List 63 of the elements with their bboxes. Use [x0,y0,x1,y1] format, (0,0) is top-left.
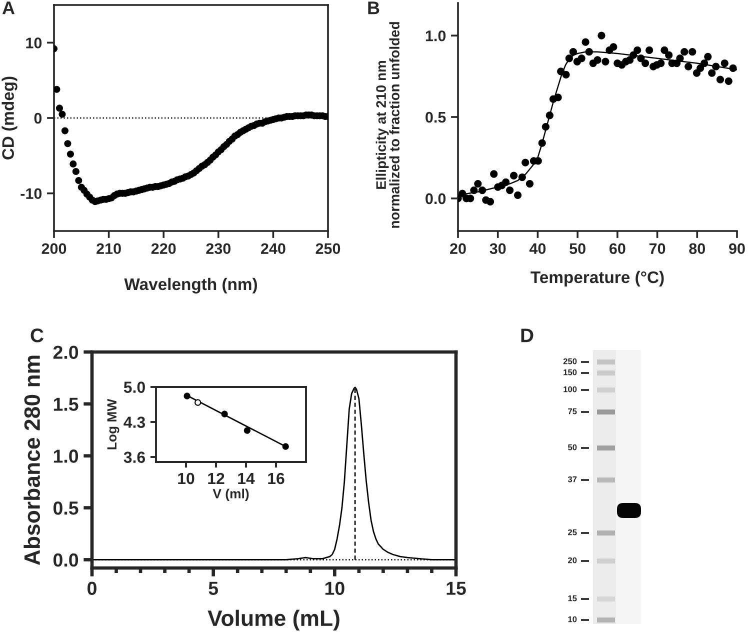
x-tick-label: 220 [151,243,176,254]
x-tick-label: 40 [529,243,546,254]
x-tick-label: 0 [88,582,96,595]
text: 50 [568,444,577,450]
x-tick-label: 15 [446,582,466,595]
x-tick-label: 70 [649,243,666,254]
y-axis-title: Ellipticity at 210 nm normalized to fraction unfolded [376,22,400,228]
y-tick-label: 0 [34,112,42,124]
text: 20 [568,557,577,564]
y-axis-title: Log MW [107,398,120,450]
x-tick-label: 250 [316,243,340,254]
point [194,399,202,406]
x-tick-label: 10 [178,472,194,484]
x-axis-title: Temperature (°C) [530,270,664,286]
y-axis-title: CD (mdeg) [2,76,18,160]
x-tick-label: 230 [206,243,231,254]
x-tick-label: 12 [208,472,224,484]
text: 75 [568,408,577,414]
text: 37 [568,476,577,482]
chart-title: A [2,2,15,14]
x-tick-label: 80 [689,243,706,254]
x-tick-label: 90 [729,243,745,254]
text: D [521,328,534,342]
x-axis-title: Volume (mL) [208,610,340,630]
text: 15 [568,595,577,602]
y-tick-label: -10 [20,188,42,200]
x-tick-label: 60 [609,243,626,254]
text: 250 [563,358,577,364]
y-tick-label: 1.5 [54,398,78,411]
x-tick-label: 200 [42,243,66,254]
y-tick-label: 1.0 [426,30,446,42]
point [282,443,289,450]
point [221,410,228,418]
x-tick-label: 30 [490,243,506,254]
x-axis-title: V (ml) [212,488,249,501]
y-tick-label: 0.0 [53,553,78,567]
x-tick-label: 50 [570,243,586,254]
y-axis-title: Absorbance 280 nm [24,356,40,566]
y-tick-label: 3.6 [124,452,146,463]
text: 25 [568,529,577,536]
x-tick-label: 240 [260,243,286,254]
chart-title: C [30,328,44,342]
x-tick-label: 16 [268,472,284,484]
text: 150 [564,369,577,376]
text: 10 [568,616,577,622]
x-tick-label: 14 [238,473,255,484]
x-axis-title: Wavelength (nm) [124,278,257,294]
x-tick-label: 210 [96,243,121,254]
y-tick-label: 2.0 [53,346,78,359]
x-tick-label: 10 [325,582,344,595]
y-tick-label: 5.0 [124,382,145,393]
x-tick-label: 5 [208,582,218,595]
text: 100 [564,386,577,392]
y-tick-label: 10 [26,38,42,48]
point [244,427,251,434]
y-tick-label: 0.0 [426,193,446,204]
y-tick-label: 1.0 [54,450,78,463]
x-tick-label: 20 [450,243,466,254]
y-tick-label: 0.5 [426,112,446,123]
chart-title: B [368,2,380,14]
point [184,392,190,400]
y-tick-label: 0.5 [53,501,78,515]
y-tick-label: 4.3 [124,416,146,428]
